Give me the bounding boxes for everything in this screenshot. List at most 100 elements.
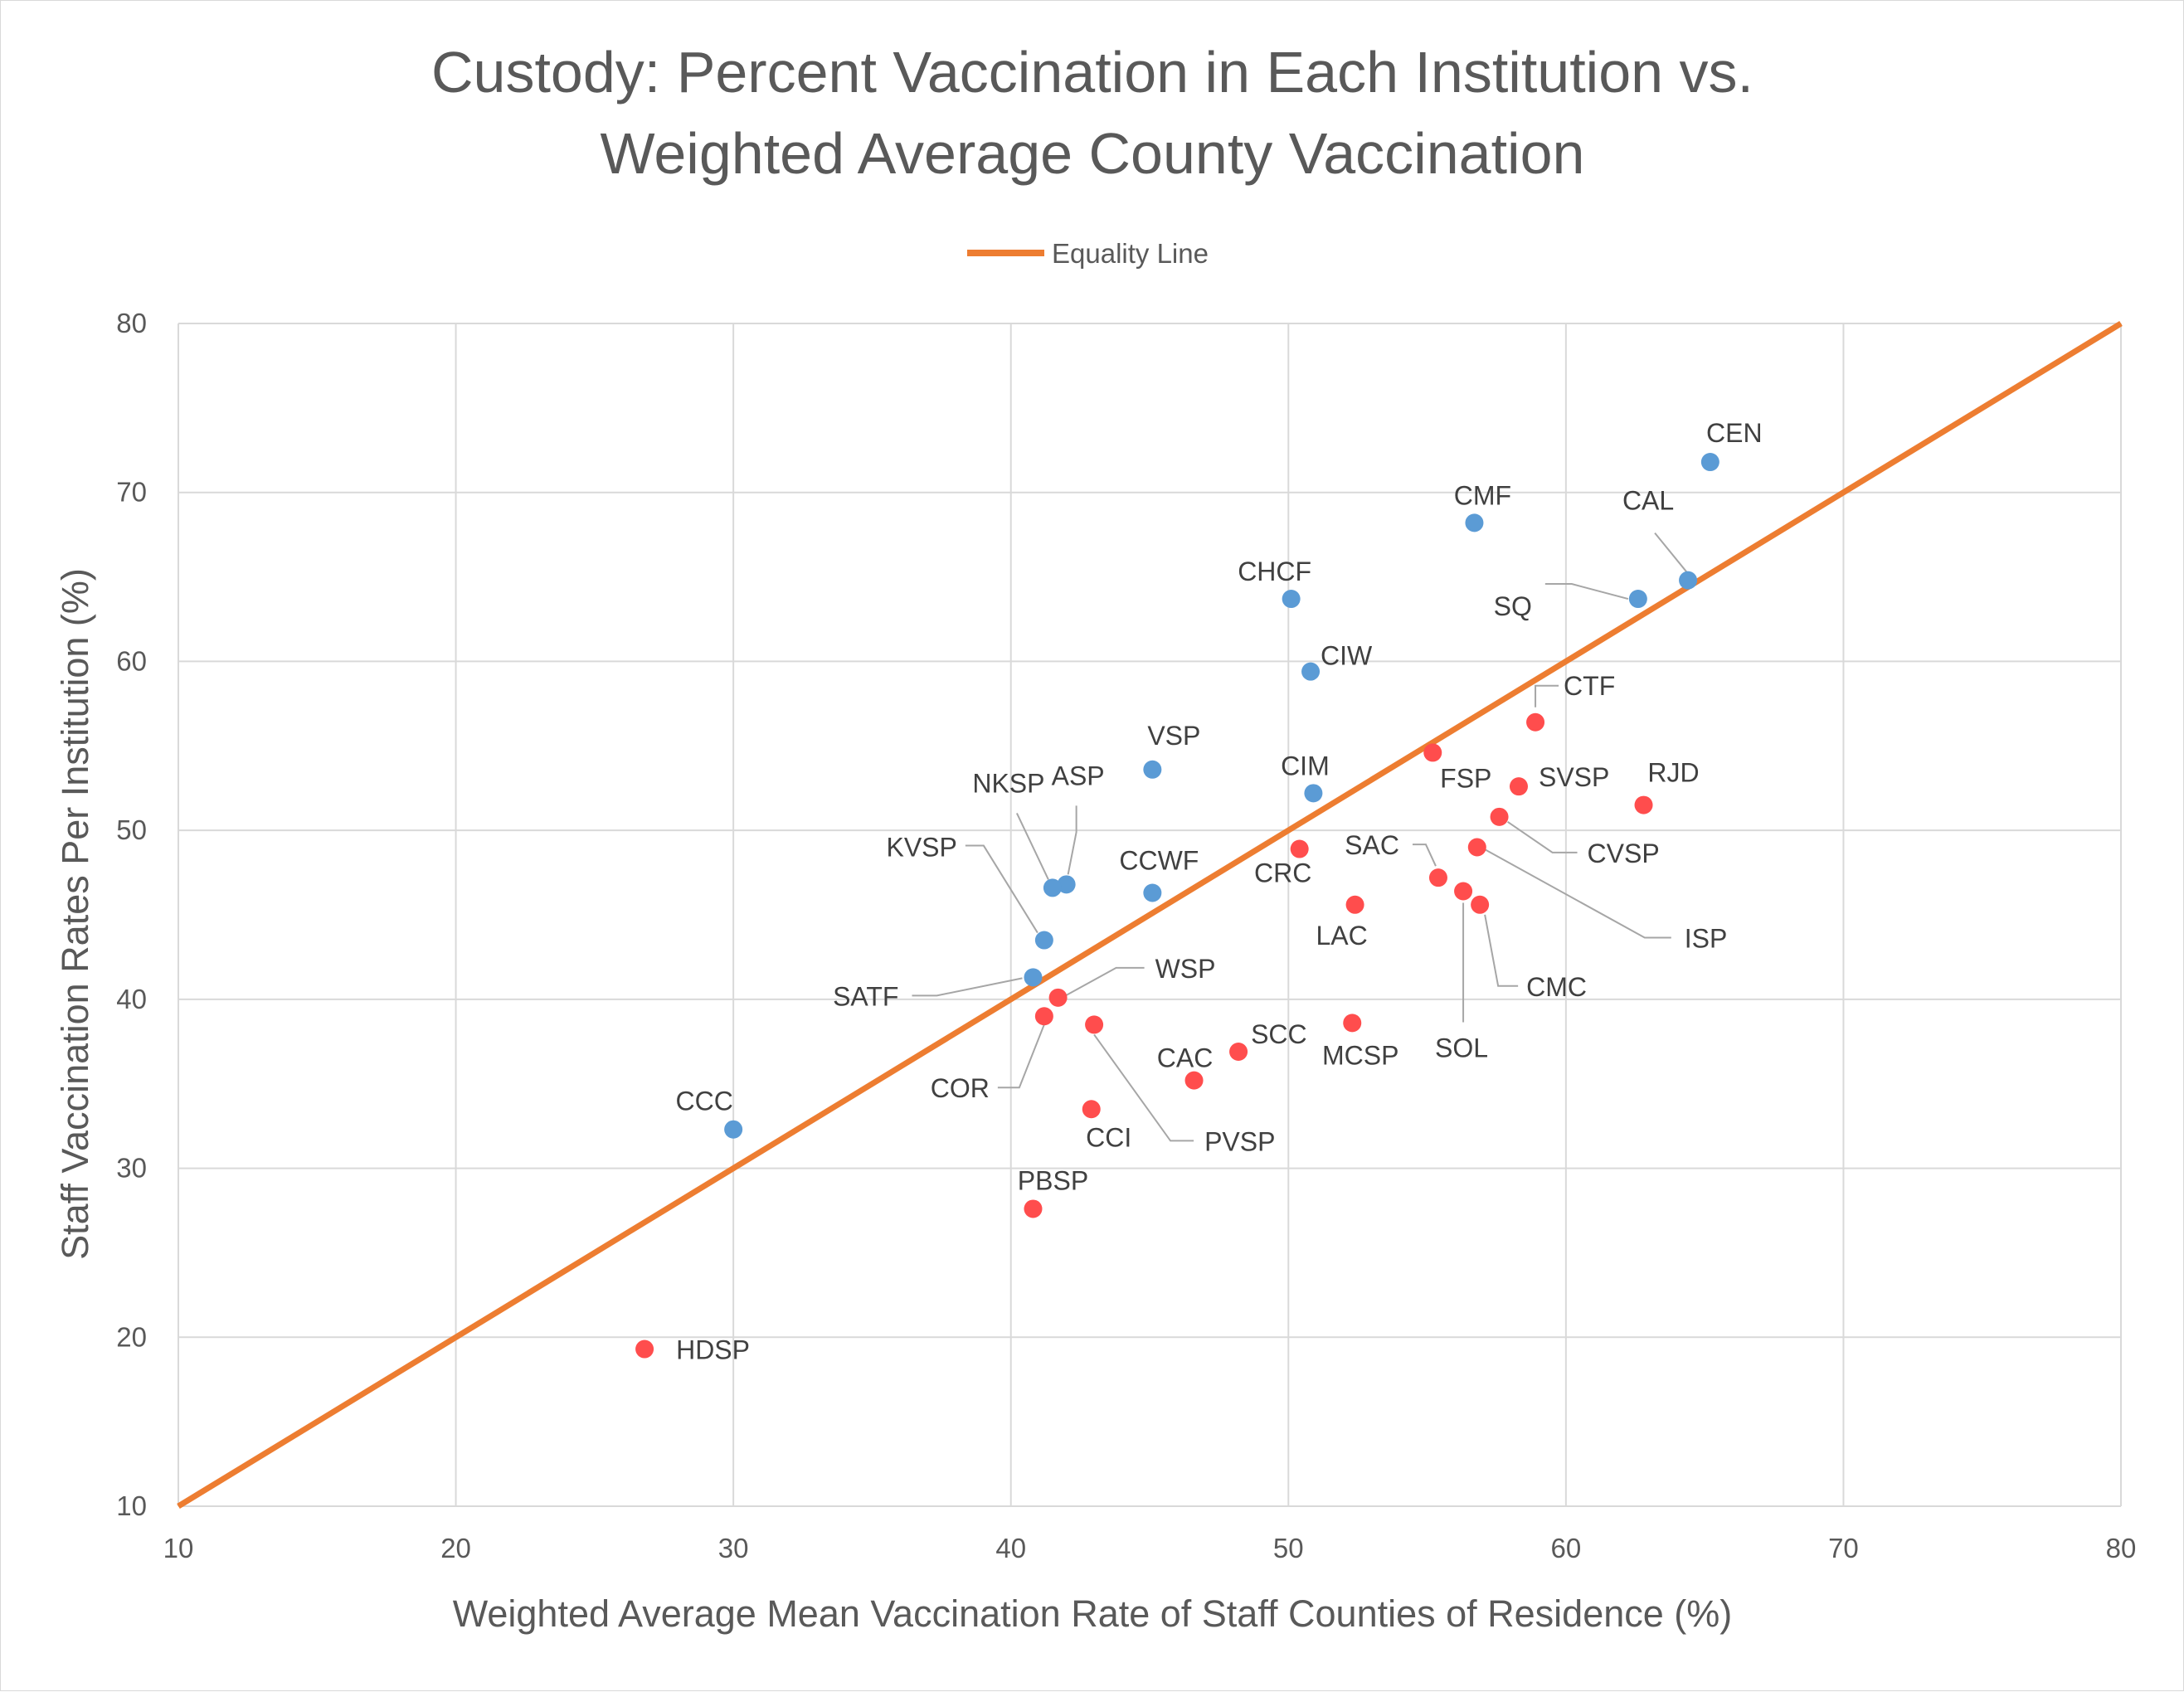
tick-labels: 10 20 30 40 50 60 70 80 10 20 30 40 50 60 70 80	[116, 308, 2136, 1563]
leader-line-cvsp	[1506, 821, 1578, 853]
legend-label: Equality Line	[1052, 238, 1209, 269]
point-cac	[1184, 1071, 1204, 1090]
point-ctf	[1526, 712, 1545, 732]
point-asp	[1057, 875, 1076, 894]
y-tick-label: 80	[116, 308, 147, 338]
leader-line-wsp	[1066, 966, 1145, 996]
x-tick-label: 40	[995, 1533, 1026, 1563]
point-label-sol: SOL	[1435, 1033, 1488, 1062]
point-sol	[1454, 882, 1473, 901]
point-sq	[1628, 590, 1647, 609]
point-label-satf: SATF	[833, 981, 898, 1011]
point-label-sq: SQ	[1494, 591, 1532, 621]
chart-title-line-2: Weighted Average County Vaccination	[601, 121, 1585, 186]
point-fsp	[1423, 743, 1442, 762]
leader-line-ctf	[1535, 684, 1559, 707]
leader-line-cal	[1654, 532, 1689, 575]
y-axis-title: Staff Vaccination Rates Per Institution …	[54, 568, 96, 1260]
point-label-cmf: CMF	[1454, 480, 1511, 510]
point-cen	[1700, 453, 1719, 472]
leader-line-pvsp	[1093, 1033, 1194, 1142]
point-mcsp	[1343, 1014, 1362, 1033]
point-chcf	[1282, 590, 1301, 609]
leader-line-isp	[1485, 848, 1671, 939]
x-tick-label: 30	[718, 1533, 749, 1563]
point-nksp	[1043, 878, 1062, 897]
point-ccwf	[1143, 883, 1162, 902]
point-label-crc: CRC	[1254, 858, 1311, 888]
point-pbsp	[1024, 1199, 1043, 1218]
y-tick-label: 70	[116, 477, 147, 508]
point-scc	[1229, 1043, 1248, 1062]
point-pvsp	[1085, 1015, 1104, 1034]
leader-line-satf	[912, 977, 1023, 997]
point-isp	[1467, 838, 1486, 857]
point-label-chcf: CHCF	[1238, 557, 1311, 586]
point-cmc	[1471, 895, 1490, 914]
point-ccc	[724, 1120, 743, 1139]
leader-line-cor	[997, 1023, 1045, 1089]
y-tick-label: 30	[116, 1153, 147, 1184]
point-ciw	[1301, 662, 1321, 681]
y-tick-label: 40	[116, 984, 147, 1014]
leader-line-nksp	[1015, 812, 1049, 880]
point-wsp	[1048, 988, 1068, 1007]
point-label-pvsp: PVSP	[1204, 1126, 1275, 1156]
point-vsp	[1143, 760, 1162, 779]
point-label-cmc: CMC	[1526, 972, 1587, 1002]
x-tick-label: 10	[163, 1533, 194, 1563]
leader-line-cmc	[1484, 914, 1519, 987]
chart-title-line-1: Custody: Percent Vaccination in Each Ins…	[431, 40, 1754, 105]
point-label-kvsp: KVSP	[886, 833, 956, 863]
point-label-ctf: CTF	[1564, 671, 1615, 701]
x-axis-title: Weighted Average Mean Vaccination Rate o…	[453, 1592, 1733, 1635]
point-label-nksp: NKSP	[972, 768, 1044, 798]
leader-line-kvsp	[965, 844, 1038, 934]
point-label-cvsp: CVSP	[1588, 839, 1660, 868]
point-label-wsp: WSP	[1155, 954, 1216, 984]
leader-lines	[912, 532, 1689, 1142]
x-tick-label: 60	[1550, 1533, 1581, 1563]
point-label-cal: CAL	[1622, 486, 1674, 516]
point-label-lac: LAC	[1316, 921, 1367, 951]
point-sac	[1428, 868, 1447, 887]
point-label-pbsp: PBSP	[1018, 1165, 1088, 1195]
point-label-fsp: FSP	[1440, 763, 1491, 793]
x-tick-label: 70	[1828, 1533, 1859, 1563]
point-label-cim: CIM	[1281, 751, 1330, 780]
leader-line-asp	[1067, 805, 1077, 875]
point-cmf	[1465, 513, 1484, 532]
point-crc	[1290, 839, 1309, 858]
point-label-scc: SCC	[1251, 1019, 1307, 1049]
point-label-asp: ASP	[1052, 761, 1105, 790]
equality-line-layer	[177, 321, 2123, 1509]
y-tick-label: 10	[116, 1490, 147, 1521]
point-cvsp	[1490, 807, 1509, 826]
x-tick-label: 80	[2106, 1533, 2137, 1563]
point-label-ccc: CCC	[675, 1087, 732, 1116]
point-label-sac: SAC	[1345, 830, 1399, 860]
point-label-svsp: SVSP	[1539, 762, 1609, 792]
point-label-ciw: CIW	[1321, 641, 1373, 671]
point-hdsp	[635, 1340, 654, 1359]
point-labels: CEN CAL SQ CMF CHCF CIW CIM VSP ASP NKSP CCWF KVSP S…	[675, 418, 1762, 1365]
y-tick-label: 50	[116, 814, 147, 845]
point-label-cac: CAC	[1157, 1043, 1214, 1073]
point-kvsp	[1034, 931, 1053, 950]
point-lac	[1345, 895, 1364, 914]
point-label-ccwf: CCWF	[1119, 846, 1199, 876]
point-label-cci: CCI	[1086, 1122, 1131, 1152]
point-satf	[1024, 968, 1043, 987]
point-cim	[1304, 784, 1323, 803]
equality-line	[177, 321, 2123, 1509]
x-tick-label: 20	[440, 1533, 471, 1563]
y-tick-label: 60	[116, 645, 147, 676]
point-label-rjd: RJD	[1647, 758, 1699, 788]
point-label-hdsp: HDSP	[676, 1335, 750, 1365]
leader-line-sac	[1412, 844, 1437, 867]
point-label-isp: ISP	[1685, 924, 1728, 954]
point-label-mcsp: MCSP	[1322, 1040, 1398, 1070]
gridlines	[178, 323, 2122, 1507]
